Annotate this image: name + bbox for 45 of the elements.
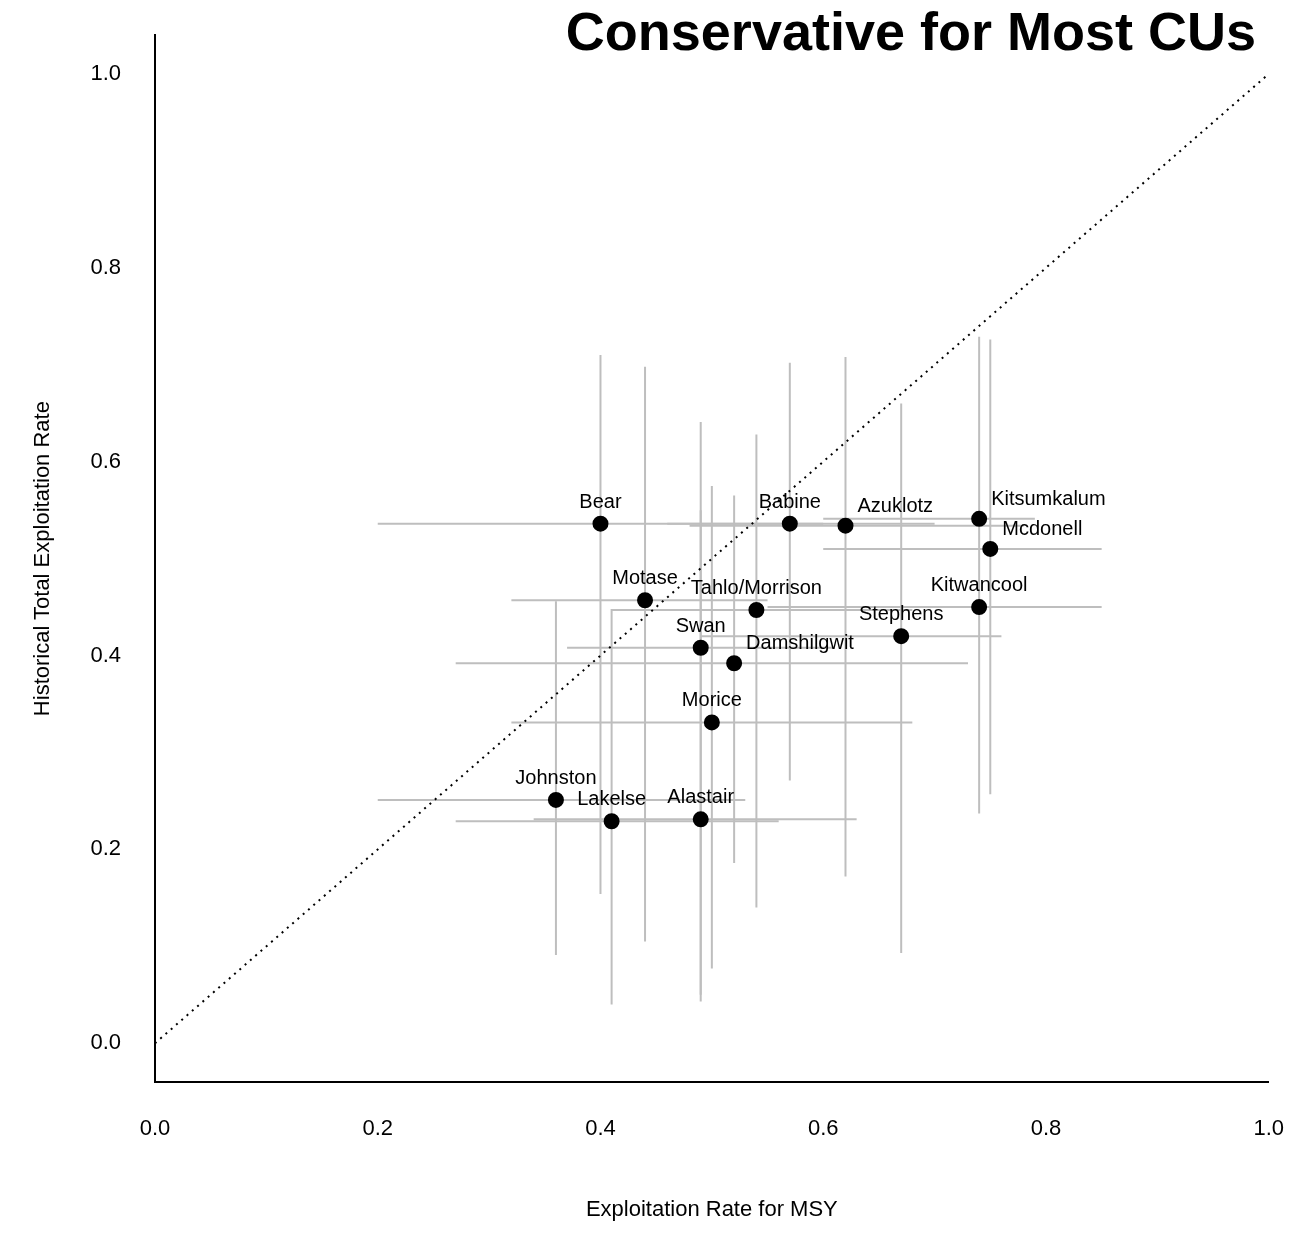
point [893,628,910,645]
annotation: Babine [758,489,821,512]
x-tick-label: 0.2 [362,1115,394,1141]
point [971,599,988,616]
annotation: Kitsumkalum [991,486,1106,509]
annotation: Damshilgwit [746,631,855,654]
point [982,540,999,557]
x-tick-label: 0.6 [807,1115,839,1141]
point [692,639,709,656]
annotation: Swan [675,613,726,636]
y-tick-label: 0.6 [90,447,121,473]
point [837,517,854,534]
annotation: Kitwancool [930,573,1028,596]
y-tick-label: 0.0 [90,1029,121,1055]
annotation: Stephens [858,602,944,625]
point [726,655,743,672]
y-tick-label: 0.8 [90,253,121,279]
point [781,515,798,532]
x-tick-label: 0.0 [139,1115,171,1141]
point [692,811,709,828]
x-axis-title: Exploitation Rate for MSY [585,1195,839,1221]
point [748,601,765,618]
x-tick-label: 0.8 [1030,1115,1062,1141]
annotation: Lakelse [577,787,647,810]
annotation: Bear [579,489,622,512]
point [637,592,654,609]
y-tick-label: 1.0 [90,60,121,86]
annotation: Morice [681,688,742,711]
annotation: Tahlo/Morrison [690,575,822,598]
point [547,791,564,808]
y-tick-label: 0.2 [90,835,121,861]
y-tick-label: 0.4 [90,641,121,667]
x-tick-label: 1.0 [1253,1115,1285,1141]
annotation: Mcdonell [1002,516,1083,539]
x-tick-label: 0.4 [585,1115,616,1141]
point [592,515,609,532]
point [971,510,988,527]
annotation: Alastair [667,785,735,808]
chart-title: Conservative for Most CUs [565,0,1256,62]
point [703,714,720,731]
y-axis-title: Historical Total Exploitation Rate [29,401,55,717]
annotation: Johnston [515,765,597,788]
annotation: Motase [612,566,678,589]
point [603,813,620,830]
annotation: Azuklotz [857,493,934,516]
